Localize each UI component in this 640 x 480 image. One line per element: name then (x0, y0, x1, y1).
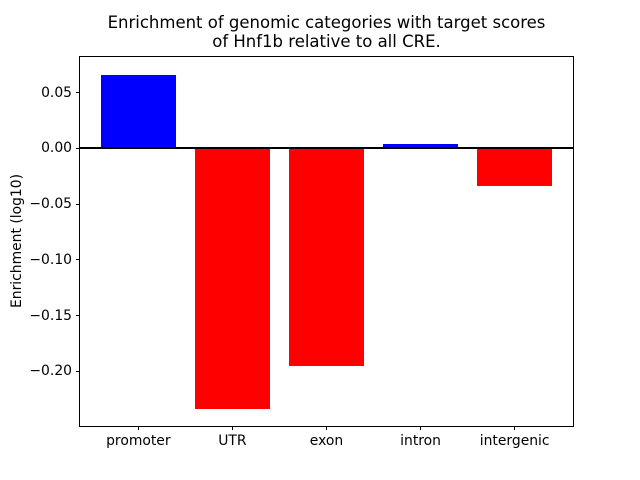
chart-title: Enrichment of genomic categories with ta… (79, 13, 574, 52)
y-tick-label: 0.05 (41, 84, 72, 101)
chart-title-line-1: Enrichment of genomic categories with ta… (107, 13, 546, 32)
bar-promoter (100, 74, 176, 149)
x-tick-mark (326, 426, 327, 430)
x-tick-mark (514, 426, 516, 430)
y-tick-label: 0.00 (41, 140, 72, 157)
y-tick-mark (76, 370, 80, 372)
chart-title-line-2: of Hnf1b relative to all CRE. (212, 32, 441, 52)
y-tick-label: −0.05 (29, 196, 72, 213)
x-tick-label-intron: intron (400, 433, 441, 449)
x-tick-label-promoter: promoter (106, 433, 171, 449)
y-tick-label: −0.15 (29, 307, 72, 324)
y-tick-mark (76, 203, 80, 205)
x-tick-mark (231, 426, 233, 430)
x-tick-mark (137, 426, 139, 430)
bar-UTR (194, 148, 271, 410)
x-tick-label-UTR: UTR (218, 433, 247, 449)
y-tick-mark (76, 315, 80, 317)
x-tick-label-exon: exon (309, 433, 344, 449)
x-tick-mark (420, 426, 422, 430)
plot-area: 0.05 0.00 −0.05 −0.10 −0.15 −0.20 promoter UTR e… (29, 56, 574, 449)
y-axis-label: Enrichment (log10) (9, 173, 25, 309)
y-tick-label: −0.10 (29, 251, 72, 268)
x-tick-label-intergenic: intergenic (479, 433, 550, 449)
y-tick-mark (76, 147, 80, 149)
y-tick-label: −0.20 (29, 363, 72, 380)
bar-intergenic (477, 148, 553, 187)
y-tick-mark (76, 259, 80, 261)
bar-intron (382, 143, 459, 149)
y-tick-mark (76, 92, 80, 94)
zero-line (80, 147, 573, 150)
bar-exon (288, 148, 365, 366)
